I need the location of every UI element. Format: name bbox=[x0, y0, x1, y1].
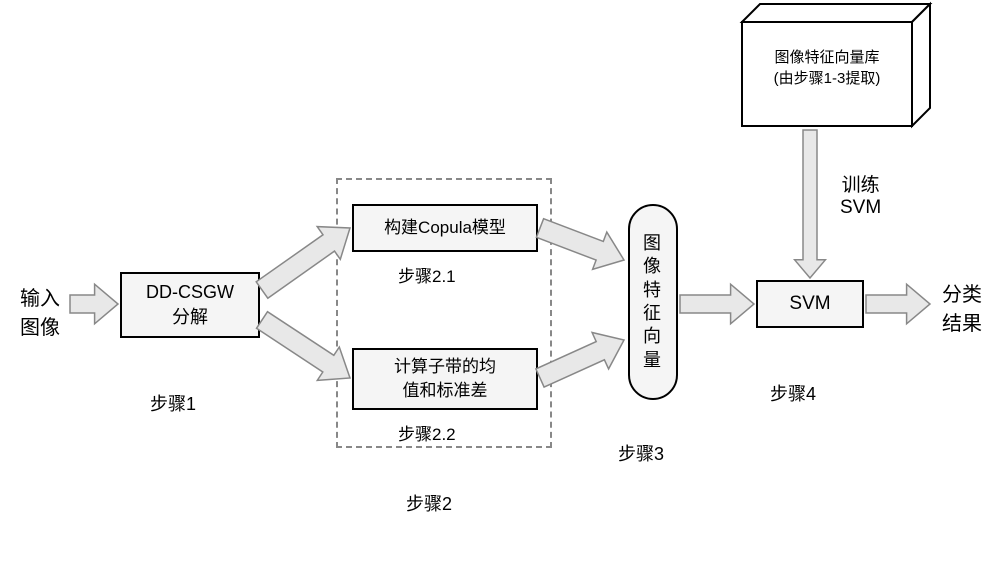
text: 步骤2.2 bbox=[398, 425, 456, 444]
char: 量 bbox=[643, 350, 663, 370]
text: 分类 bbox=[942, 284, 982, 306]
char: 向 bbox=[643, 326, 663, 346]
text: 输入 bbox=[20, 288, 60, 310]
text: 构建Copula模型 bbox=[384, 216, 506, 240]
text: SVM bbox=[840, 197, 881, 218]
step1-label: 步骤1 bbox=[150, 390, 196, 416]
text: 步骤2 bbox=[406, 494, 452, 514]
step22-label: 步骤2.2 bbox=[398, 420, 456, 445]
text: SVM bbox=[789, 291, 830, 318]
step22-box: 计算子带的均 值和标准差 bbox=[352, 348, 538, 410]
text: 图像 bbox=[20, 317, 60, 339]
a-step3-svm bbox=[680, 284, 754, 324]
step21-label: 步骤2.1 bbox=[398, 262, 456, 287]
output-label: 分类 结果 bbox=[932, 278, 992, 336]
text: 值和标准差 bbox=[403, 381, 488, 400]
step21-box: 构建Copula模型 bbox=[352, 204, 538, 252]
svm-box: SVM bbox=[756, 280, 864, 328]
text: 步骤2.1 bbox=[398, 267, 456, 286]
text: 训练 bbox=[842, 175, 880, 196]
char: 像 bbox=[643, 256, 663, 276]
text: 步骤4 bbox=[770, 384, 816, 404]
text: 步骤3 bbox=[618, 444, 664, 464]
a-svm-output bbox=[866, 284, 930, 324]
text: 计算子带的均 bbox=[394, 357, 496, 376]
db-label: 图像特征向量库 (由步骤1-3提取) bbox=[750, 46, 904, 88]
text: 分解 bbox=[172, 307, 208, 327]
text: 图像特征向量库 bbox=[774, 49, 879, 66]
text: DD-CSGW bbox=[146, 282, 234, 302]
text: 步骤1 bbox=[150, 394, 196, 414]
a-db-svm bbox=[795, 130, 826, 278]
input-label: 输入 图像 bbox=[10, 282, 70, 340]
step2-label: 步骤2 bbox=[406, 490, 452, 516]
step4-label: 步骤4 bbox=[770, 380, 816, 406]
char: 征 bbox=[643, 303, 663, 323]
train-label: 训练 SVM bbox=[840, 170, 881, 219]
text: 结果 bbox=[942, 313, 982, 335]
text: (由步骤1-3提取) bbox=[774, 70, 881, 87]
step1-box: DD-CSGW 分解 bbox=[120, 272, 260, 338]
step3-label: 步骤3 bbox=[618, 440, 664, 466]
step3-box: 图 像 特 征 向 量 bbox=[628, 204, 678, 400]
a-input-step1 bbox=[70, 284, 118, 324]
char: 特 bbox=[643, 280, 663, 300]
char: 图 bbox=[643, 233, 663, 253]
